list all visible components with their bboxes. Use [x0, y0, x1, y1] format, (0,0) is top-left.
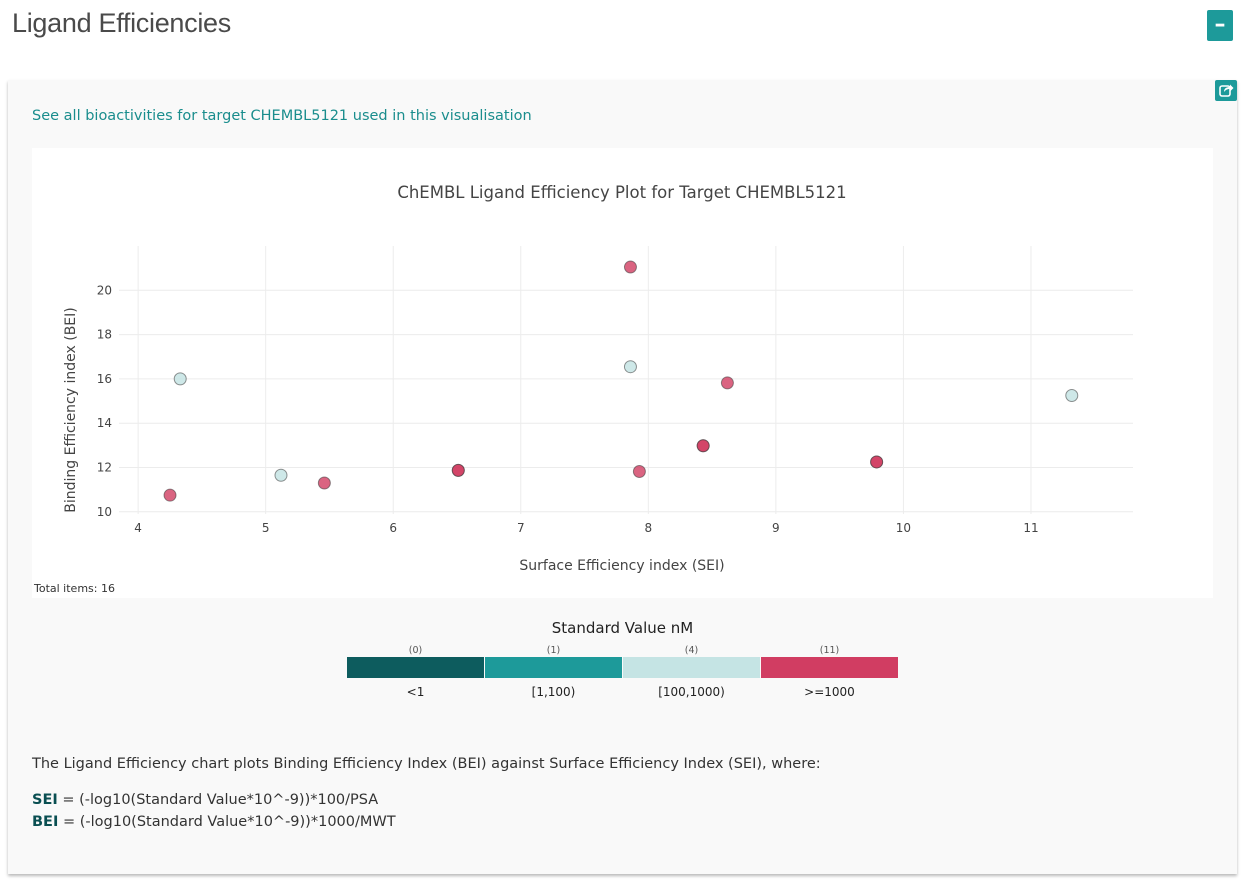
- ligand-efficiency-card: See all bioactivities for target CHEMBL5…: [8, 80, 1237, 874]
- scatter-point[interactable]: [623, 260, 637, 274]
- plot-panel: 4 5 6 7 8 9 10 11 10 12 14 16 18 20 ChEMBL Ligand Eff…: [32, 148, 1213, 598]
- x-tick-label: 11: [1023, 521, 1038, 535]
- sei-formula: SEI = (-log10(Standard Value*10^-9))*100…: [32, 792, 378, 808]
- y-tick-label: 20: [97, 283, 112, 297]
- legend-swatch: [347, 657, 484, 678]
- legend-count: (11): [819, 645, 840, 656]
- legend-item-100-1000[interactable]: (4) [100,1000): [623, 645, 760, 705]
- y-tick-label: 12: [97, 460, 112, 474]
- page-title: Ligand Efficiencies: [12, 8, 231, 38]
- scatter-point[interactable]: [623, 360, 637, 374]
- x-axis-label: Surface Efficiency index (SEI): [519, 558, 724, 574]
- scatter-point[interactable]: [720, 376, 734, 390]
- x-tick-label: 5: [262, 521, 270, 535]
- x-tick-label: 4: [134, 521, 142, 535]
- legend-label: [1,100): [531, 685, 576, 699]
- scatter-point[interactable]: [870, 455, 884, 469]
- scatter-point[interactable]: [1065, 389, 1079, 403]
- legend-count: (1): [546, 645, 561, 656]
- ligand-efficiency-scatter-plot[interactable]: 4 5 6 7 8 9 10 11 10 12 14 16 18 20 ChEMBL Ligand Eff…: [32, 148, 1213, 578]
- scatter-point[interactable]: [451, 463, 465, 477]
- legend-swatch: [623, 657, 760, 678]
- legend-swatch: [761, 657, 898, 678]
- scatter-point[interactable]: [274, 468, 288, 482]
- scatter-point[interactable]: [696, 439, 710, 453]
- legend-item-1-100[interactable]: (1) [1,100): [485, 645, 622, 705]
- bioactivities-link[interactable]: See all bioactivities for target CHEMBL5…: [32, 108, 532, 124]
- sei-formula-text: = (-log10(Standard Value*10^-9))*100/PSA: [57, 792, 379, 808]
- x-tick-label: 6: [389, 521, 397, 535]
- x-tick-label: 8: [645, 521, 653, 535]
- legend-item-lt1[interactable]: (0) <1: [347, 645, 484, 705]
- x-tick-label: 9: [772, 521, 780, 535]
- bei-formula: BEI = (-log10(Standard Value*10^-9))*100…: [32, 814, 396, 830]
- chart-title: ChEMBL Ligand Efficiency Plot for Target…: [397, 183, 846, 202]
- legend-item-gte1000[interactable]: (11) >=1000: [761, 645, 898, 705]
- scatter-point[interactable]: [632, 464, 646, 478]
- y-tick-label: 16: [97, 372, 112, 386]
- total-items-count: Total items: 16: [34, 582, 115, 595]
- legend-title: Standard Value nM: [551, 619, 694, 637]
- y-tick-label: 10: [97, 505, 112, 519]
- y-tick-label: 18: [97, 328, 112, 342]
- scatter-point[interactable]: [317, 476, 331, 490]
- legend-swatch: [485, 657, 622, 678]
- y-axis-label: Binding Efficiency index (BEI): [63, 307, 79, 513]
- share-icon: [1219, 84, 1234, 97]
- legend-label: [100,1000): [658, 685, 725, 699]
- color-legend: (0) <1 (1) [1,100) (4) [100,1000) (11) >…: [347, 645, 899, 705]
- y-tick-label: 14: [97, 416, 112, 430]
- bei-term: BEI: [32, 814, 59, 830]
- legend-label: <1: [406, 685, 425, 699]
- legend-count: (0): [408, 645, 423, 656]
- collapse-button[interactable]: –: [1207, 10, 1233, 41]
- share-button[interactable]: [1215, 80, 1237, 101]
- sei-term: SEI: [32, 792, 58, 808]
- x-tick-label: 10: [896, 521, 911, 535]
- chart-description: The Ligand Efficiency chart plots Bindin…: [32, 756, 821, 772]
- scatter-point[interactable]: [163, 488, 177, 502]
- legend-label: >=1000: [804, 685, 855, 699]
- scatter-point[interactable]: [173, 372, 187, 386]
- bei-formula-text: = (-log10(Standard Value*10^-9))*1000/MW…: [58, 814, 396, 830]
- x-tick-label: 7: [517, 521, 525, 535]
- legend-count: (4): [684, 645, 699, 656]
